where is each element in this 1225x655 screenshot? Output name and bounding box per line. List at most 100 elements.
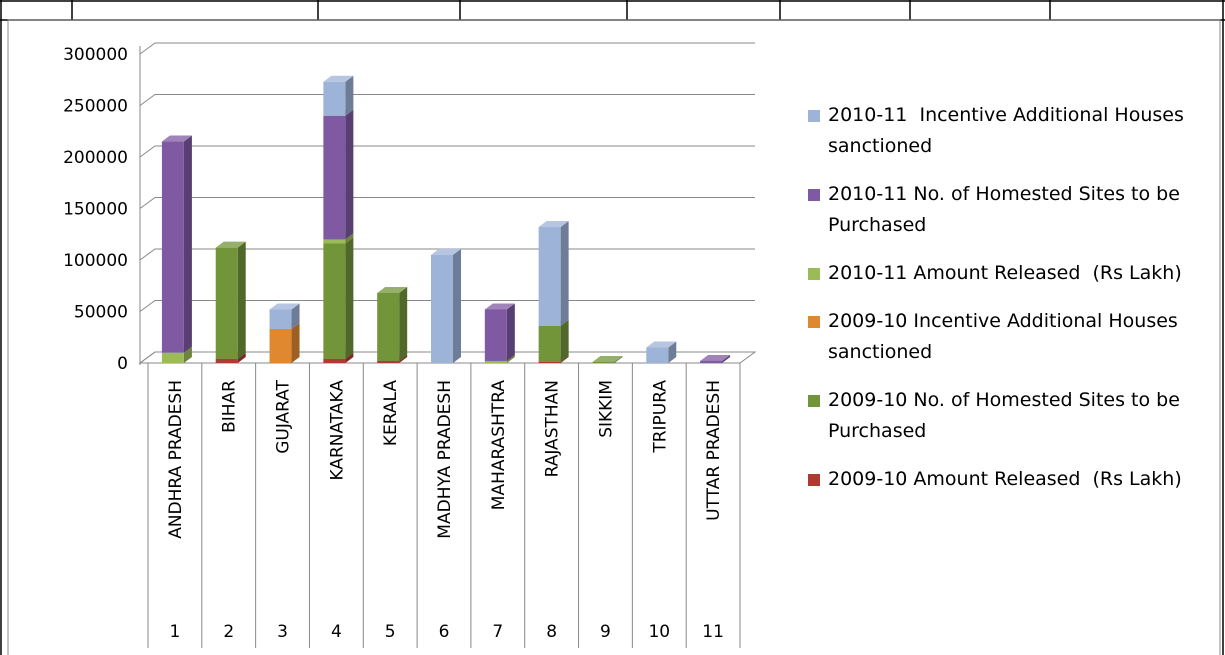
- bar: [323, 239, 346, 244]
- x-tick-label: MAHARASHTRA: [489, 380, 509, 511]
- legend-label: 2010-11 No. of Homested Sites to be Purc…: [828, 183, 1186, 236]
- bar-side: [291, 323, 300, 363]
- y-tick-label: 100000: [63, 251, 128, 271]
- bar-side: [345, 237, 354, 359]
- bar-top: [377, 286, 408, 293]
- bar: [484, 309, 507, 361]
- bar: [538, 227, 561, 326]
- x-tick-label: RAJASTHAN: [543, 380, 563, 477]
- x-tick-number: 2: [223, 622, 234, 642]
- bar-segment: [431, 248, 461, 363]
- bar-segment: [700, 354, 731, 363]
- bar-top: [538, 221, 569, 228]
- x-tick-label: MADHYA PRADESH: [435, 380, 455, 539]
- bar-segment: [484, 303, 515, 361]
- bar-side: [237, 352, 246, 363]
- legend-label: 2009-10 No. of Homested Sites to be Purc…: [828, 389, 1186, 442]
- bar: [323, 81, 346, 116]
- bar-segment: [377, 286, 408, 361]
- legend-label: 2009-10 Amount Released (Rs Lakh): [828, 468, 1182, 490]
- bar: [269, 329, 292, 363]
- bar-side: [399, 286, 408, 361]
- x-tick-label: TRIPURA: [650, 380, 670, 454]
- x-tick-label: KARNATAKA: [327, 380, 347, 481]
- bar-side: [291, 303, 300, 330]
- y-tick-label: 200000: [63, 148, 128, 168]
- bar: [323, 115, 346, 240]
- bar-segment: [269, 303, 300, 330]
- bar-side: [345, 75, 354, 116]
- bar-side: [399, 354, 408, 363]
- x-tick-number: 10: [648, 622, 670, 642]
- bar-top: [269, 303, 300, 310]
- x-tick-number: 7: [492, 622, 503, 642]
- bar-side: [506, 354, 515, 363]
- bar-side: [560, 355, 569, 363]
- y-tick-label: 300000: [63, 45, 128, 65]
- x-tick-label: SIKKIM: [596, 380, 616, 438]
- bar: [323, 243, 346, 359]
- bar-segment: [215, 241, 246, 359]
- legend-entry: 2010-11 Amount Released (Rs Lakh): [808, 258, 1213, 289]
- legend-label: 2010-11 Amount Released (Rs Lakh): [828, 262, 1182, 284]
- bar: [431, 254, 453, 363]
- bar-top: [215, 241, 246, 248]
- grid-line: [139, 94, 755, 106]
- bar-side: [453, 248, 461, 363]
- grid-line: [139, 145, 755, 158]
- bar-side: [560, 319, 569, 362]
- bar-segment: [646, 341, 677, 363]
- legend-entry: 2009-10 Amount Released (Rs Lakh): [808, 464, 1213, 495]
- legend-swatch: [808, 189, 820, 201]
- y-tick-label: 150000: [63, 200, 128, 220]
- bar: [323, 358, 346, 363]
- x-tick-number: 4: [331, 622, 342, 642]
- bar-segment: [161, 135, 192, 353]
- bar: [377, 292, 400, 361]
- legend-swatch: [808, 474, 820, 486]
- bar-top: [161, 135, 192, 142]
- bar-top: [323, 75, 354, 82]
- bar-segment: [323, 75, 354, 116]
- bar-side: [183, 135, 192, 353]
- grid-line: [139, 197, 755, 209]
- x-tick-number: 8: [546, 622, 557, 642]
- x-tick-label: GUJARAT: [274, 379, 294, 453]
- bar-top: [700, 354, 731, 361]
- legend-label: 2010-11 Incentive Additional Houses sanc…: [828, 104, 1190, 157]
- bar: [700, 360, 723, 363]
- x-tick-label: KERALA: [381, 380, 401, 447]
- bar: [592, 361, 615, 363]
- bar: [215, 358, 238, 363]
- legend-swatch: [808, 395, 820, 407]
- bar-side: [345, 352, 354, 363]
- bar-side: [345, 109, 354, 240]
- bar-segment: [323, 109, 354, 240]
- bar: [538, 325, 561, 362]
- bar-side: [668, 341, 677, 363]
- bar-segment: [538, 221, 569, 326]
- bar-side: [183, 346, 192, 363]
- x-tick-number: 9: [600, 622, 611, 642]
- bar: [269, 309, 292, 330]
- bar: [161, 352, 184, 363]
- x-tick-number: 6: [439, 622, 450, 642]
- legend-swatch: [808, 110, 820, 122]
- grid-line: [139, 42, 755, 55]
- legend: 2010-11 Incentive Additional Houses sanc…: [808, 100, 1213, 512]
- bar: [646, 347, 669, 363]
- bar-top: [484, 303, 515, 310]
- bar-top: [646, 341, 677, 348]
- x-tick-number: 5: [385, 622, 396, 642]
- x-tick-number: 3: [277, 622, 288, 642]
- y-tick-label: 0: [117, 354, 128, 374]
- bar: [161, 141, 184, 353]
- bar-segment: [592, 355, 623, 363]
- x-tick-number: 11: [702, 622, 724, 642]
- y-tick-label: 250000: [63, 97, 128, 117]
- bar-side: [506, 303, 515, 361]
- bar-side: [345, 233, 354, 244]
- bar-segment: [323, 237, 354, 359]
